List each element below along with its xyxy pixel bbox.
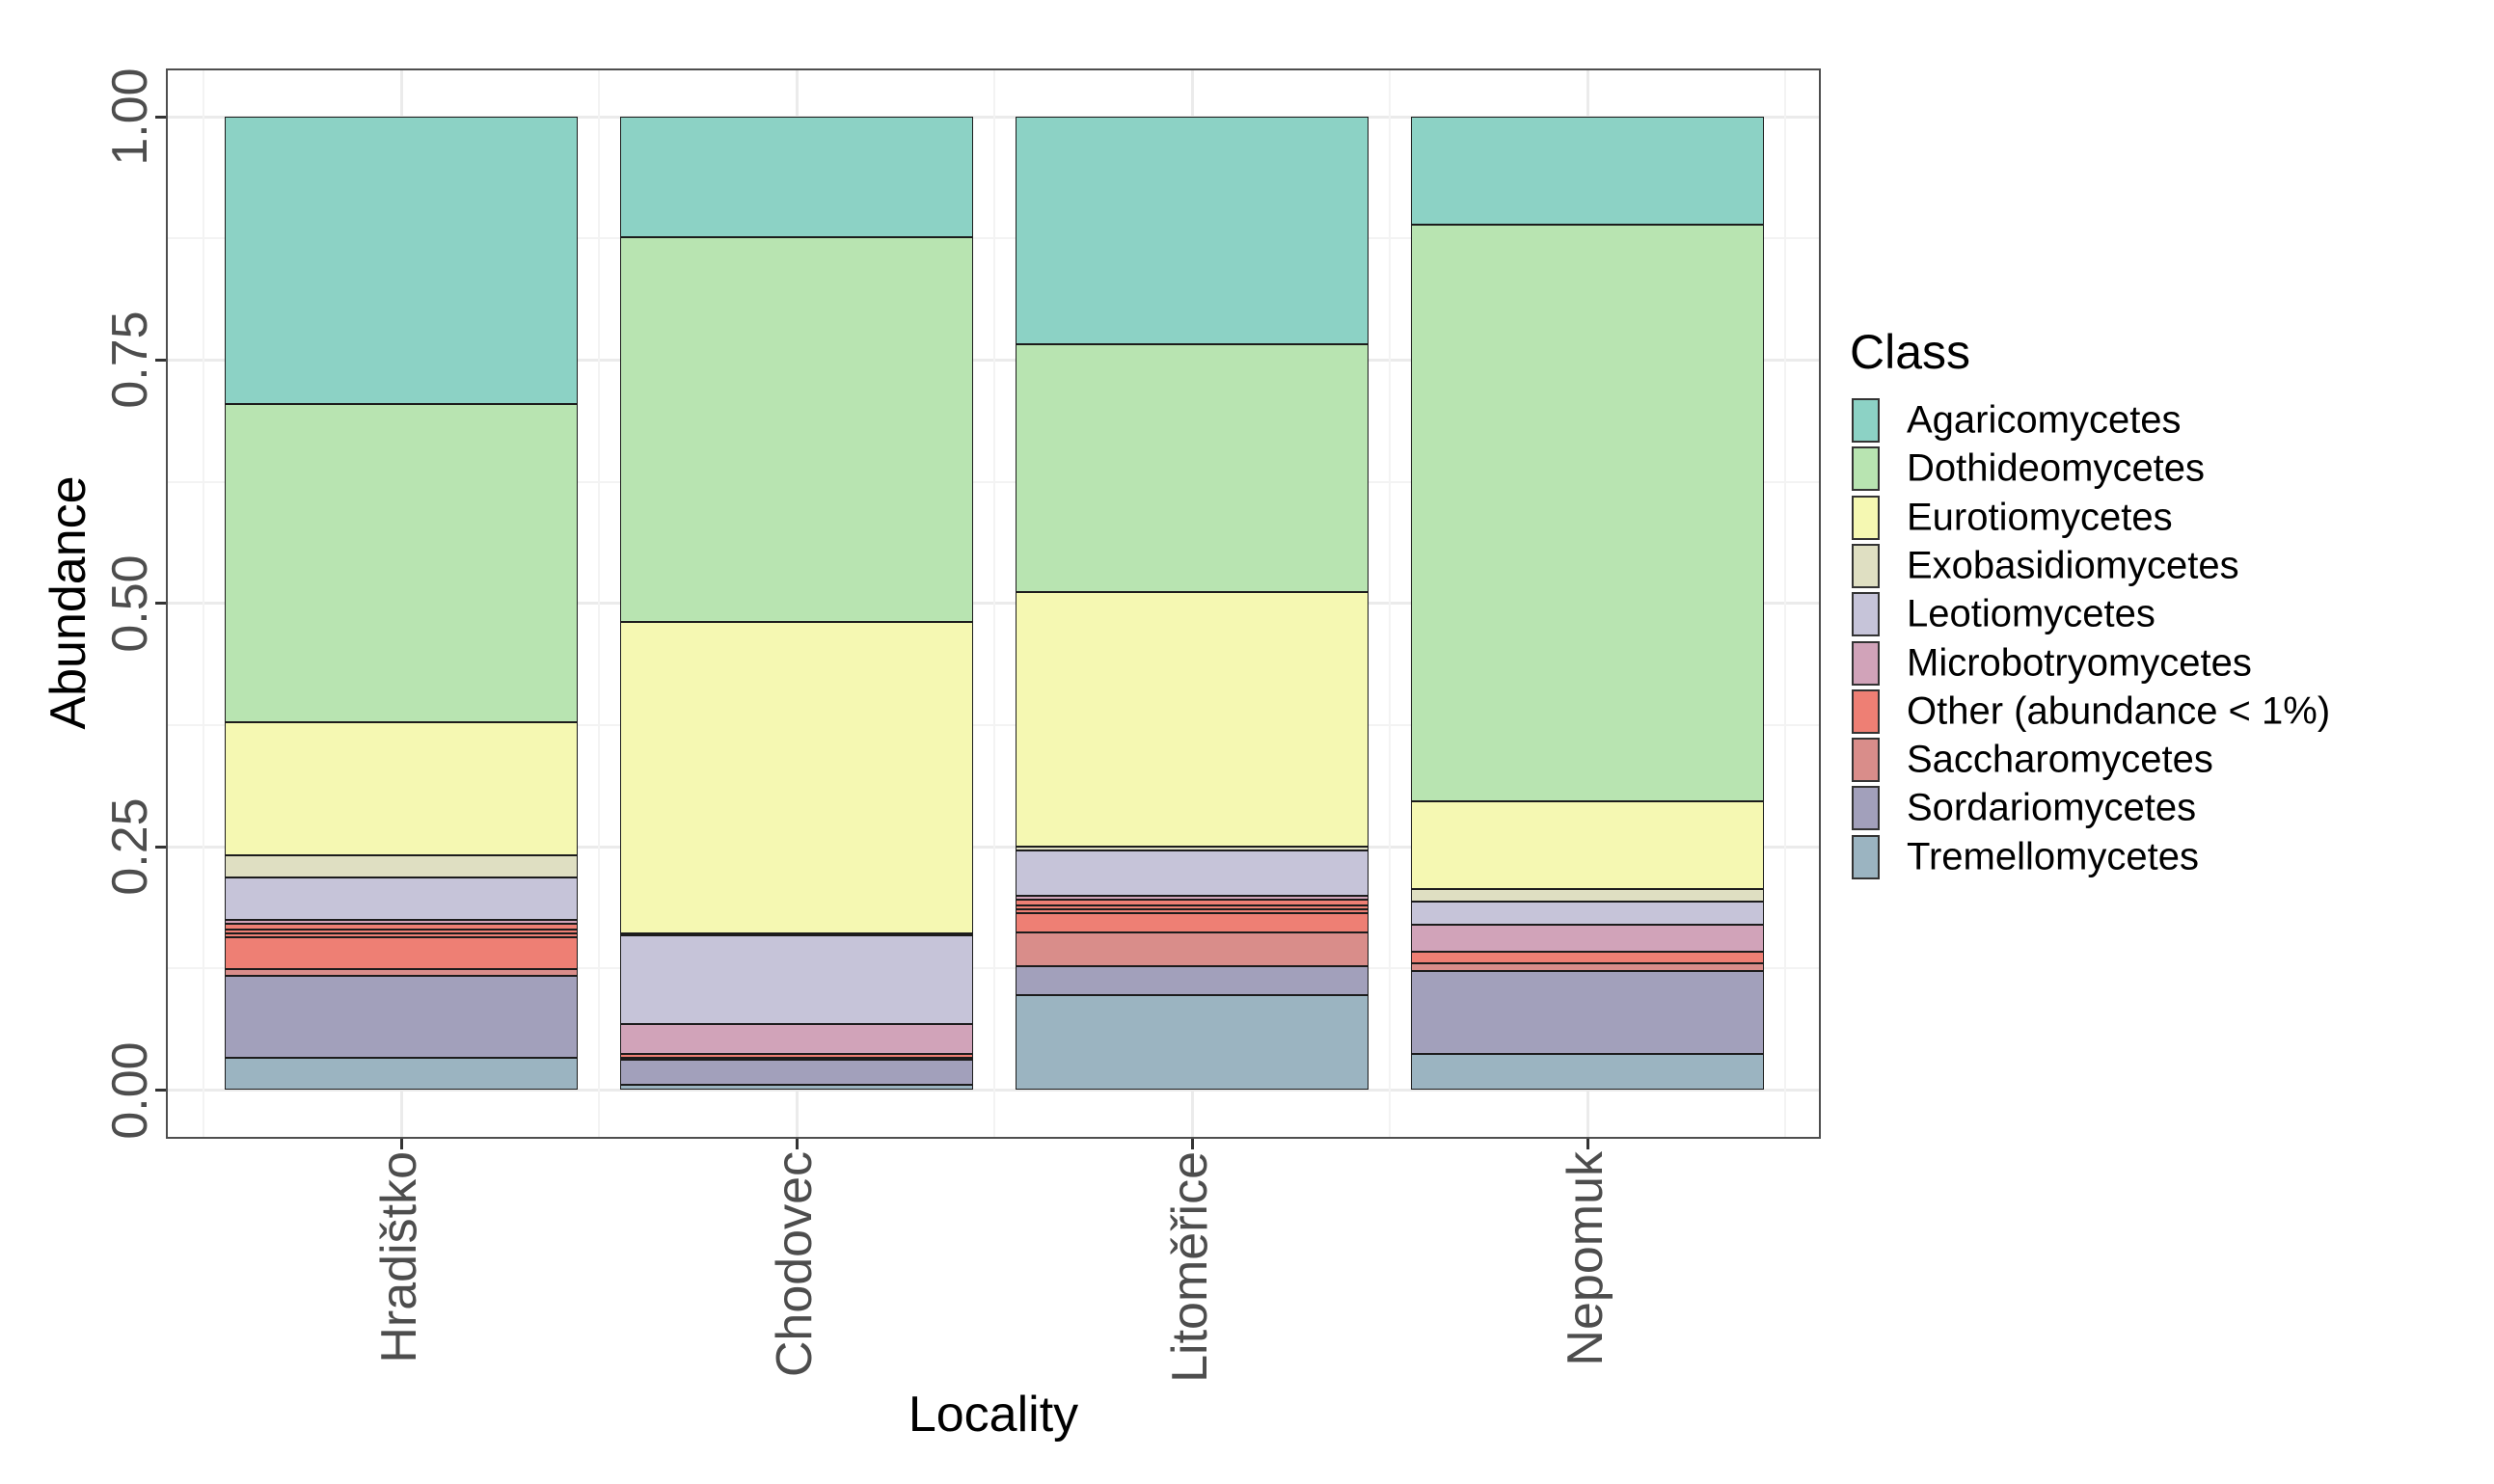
bar-segment xyxy=(620,1058,973,1061)
bar-segment xyxy=(225,117,578,404)
bar-segment-part xyxy=(225,932,578,937)
grid-minor-v xyxy=(1389,68,1391,1139)
bar-segment xyxy=(1411,225,1764,801)
bar-segment xyxy=(225,969,578,977)
bar-segment-part xyxy=(225,937,578,970)
bar-segment xyxy=(620,1085,973,1091)
bar-segment xyxy=(1016,847,1369,851)
bar-segment xyxy=(1411,963,1764,972)
bar-segment xyxy=(225,403,578,722)
bar-segment-part xyxy=(225,923,578,930)
legend-label: Microbotryomycetes xyxy=(1907,641,2252,684)
x-tick-label: Chodovec xyxy=(767,1151,823,1378)
bar-segment xyxy=(1411,1054,1764,1091)
x-axis-title: Locality xyxy=(908,1387,1079,1443)
bar-segment xyxy=(225,919,578,924)
grid-minor-v xyxy=(598,68,600,1139)
bar-segment xyxy=(1016,966,1369,995)
y-tick-label: 0.00 xyxy=(102,1040,158,1140)
bar-segment xyxy=(620,1023,973,1055)
y-tick-mark xyxy=(155,1089,166,1092)
legend-label: Dothideomycetes xyxy=(1907,446,2206,490)
legend-swatch-Leotiomycetes xyxy=(1852,592,1880,637)
bar-segment-part xyxy=(1016,899,1369,905)
bar-segment xyxy=(225,976,578,1059)
y-tick-mark xyxy=(155,845,166,849)
bar-segment-part xyxy=(225,929,578,933)
bar-segment-part xyxy=(1016,904,1369,909)
y-tick-label: 1.00 xyxy=(102,67,158,166)
grid-minor-v xyxy=(1784,68,1786,1139)
bar-segment-part xyxy=(1016,908,1369,913)
x-tick-mark xyxy=(795,1139,799,1149)
bar-segment xyxy=(620,932,973,935)
legend-label: Agaricomycetes xyxy=(1907,398,2182,442)
x-tick-label: Hradištko xyxy=(371,1151,427,1363)
bar-segment xyxy=(1411,117,1764,226)
x-tick-label: Litoměřice xyxy=(1162,1151,1218,1383)
bar-segment xyxy=(225,877,578,920)
bar-segment xyxy=(1016,591,1369,848)
bar-segment xyxy=(1411,952,1764,964)
grid-minor-v xyxy=(993,68,995,1139)
legend-swatch-Microbotryomycetes xyxy=(1852,640,1880,686)
bar-segment xyxy=(1411,901,1764,925)
bar-segment xyxy=(1411,971,1764,1055)
bar-segment xyxy=(620,117,973,238)
bar-segment-part xyxy=(1016,912,1369,932)
bar-segment xyxy=(620,1054,973,1059)
x-tick-mark xyxy=(1586,1139,1589,1149)
bar-segment xyxy=(1411,800,1764,889)
legend-swatch-Dothideomycetes xyxy=(1852,446,1880,492)
bar-segment xyxy=(620,237,973,622)
bar-segment xyxy=(620,621,973,933)
bar-segment xyxy=(225,1058,578,1091)
bar-segment xyxy=(1411,888,1764,902)
x-tick-mark xyxy=(399,1139,403,1149)
legend-swatch-Saccharomycetes xyxy=(1852,738,1880,783)
bar-segment xyxy=(225,855,578,878)
legend-swatch-Other (abundance < 1%) xyxy=(1852,688,1880,734)
y-tick-mark xyxy=(155,602,166,606)
bar-Litoměřice xyxy=(1016,117,1369,1091)
y-tick-mark xyxy=(155,115,166,119)
bar-segment xyxy=(225,923,578,970)
y-tick-label: 0.50 xyxy=(102,554,158,653)
legend-swatch-Exobasidiomycetes xyxy=(1852,543,1880,588)
y-axis-title: Abundance xyxy=(41,475,96,730)
legend-swatch-Sordariomycetes xyxy=(1852,786,1880,831)
legend-swatch-Eurotiomycetes xyxy=(1852,495,1880,540)
legend-label: Exobasidiomycetes xyxy=(1907,544,2239,587)
bar-Hradištko xyxy=(225,117,578,1091)
bar-segment xyxy=(1016,994,1369,1091)
bar-segment xyxy=(1016,931,1369,967)
legend-label: Tremellomycetes xyxy=(1907,835,2200,878)
bar-segment xyxy=(1411,924,1764,953)
legend-title: Class xyxy=(1850,325,1971,379)
grid-minor-v xyxy=(203,68,204,1139)
bar-segment xyxy=(620,1060,973,1086)
legend-label: Leotiomycetes xyxy=(1907,592,2155,635)
legend-label: Sordariomycetes xyxy=(1907,786,2197,829)
legend-swatch-Tremellomycetes xyxy=(1852,834,1880,879)
bar-Nepomuk xyxy=(1411,117,1764,1091)
y-tick-mark xyxy=(155,358,166,362)
bar-segment xyxy=(620,934,973,1024)
y-tick-label: 0.25 xyxy=(102,797,158,896)
legend-label: Saccharomycetes xyxy=(1907,738,2213,781)
bar-segment xyxy=(1016,895,1369,900)
bar-segment xyxy=(1016,899,1369,932)
bar-segment xyxy=(225,721,578,856)
bar-segment xyxy=(1016,117,1369,345)
y-tick-label: 0.75 xyxy=(102,310,158,409)
x-tick-mark xyxy=(1190,1139,1194,1149)
bar-Chodovec xyxy=(620,117,973,1091)
legend-label: Other (abundance < 1%) xyxy=(1907,689,2331,733)
bar-segment xyxy=(1016,850,1369,896)
bar-segment xyxy=(1016,344,1369,592)
x-tick-label: Nepomuk xyxy=(1558,1151,1613,1366)
legend-label: Eurotiomycetes xyxy=(1907,496,2173,539)
legend-swatch-Agaricomycetes xyxy=(1852,398,1880,443)
